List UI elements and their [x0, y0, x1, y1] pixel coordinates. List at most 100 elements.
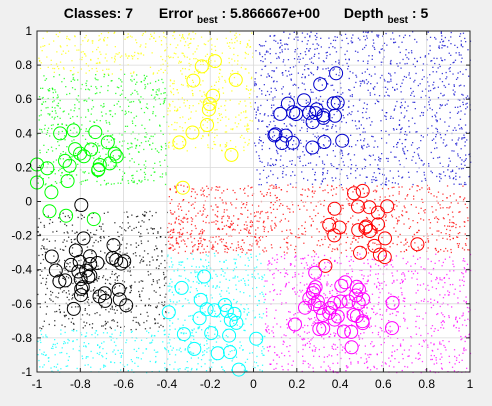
- region-point: [144, 328, 147, 330]
- region-point: [433, 57, 435, 59]
- region-point: [256, 169, 258, 171]
- region-point: [85, 332, 88, 334]
- region-point: [54, 354, 56, 356]
- region-point: [267, 175, 270, 177]
- region-point: [323, 221, 325, 223]
- region-point: [143, 260, 145, 262]
- region-point: [459, 157, 461, 159]
- region-point: [439, 107, 441, 109]
- region-point: [218, 88, 220, 90]
- region-point: [389, 331, 392, 333]
- region-point: [165, 145, 167, 147]
- region-point: [63, 239, 65, 241]
- region-point: [181, 209, 183, 211]
- region-point: [169, 43, 172, 46]
- region-point: [248, 128, 250, 130]
- region-point: [183, 332, 185, 334]
- region-point: [303, 331, 306, 333]
- region-point: [272, 208, 275, 210]
- region-point: [455, 359, 458, 361]
- region-point: [444, 104, 446, 106]
- region-point: [43, 320, 45, 322]
- region-point: [289, 311, 291, 313]
- region-point: [428, 219, 430, 221]
- region-point: [229, 246, 232, 249]
- region-point: [166, 165, 169, 168]
- region-point: [345, 241, 347, 244]
- region-point: [240, 229, 242, 231]
- region-point: [50, 347, 53, 349]
- region-point: [276, 323, 278, 325]
- region-point: [341, 231, 343, 233]
- region-point: [184, 243, 186, 245]
- region-point: [387, 329, 390, 331]
- region-point: [276, 258, 279, 260]
- region-point: [131, 214, 133, 216]
- region-point: [347, 203, 350, 205]
- region-point: [420, 334, 422, 337]
- region-point: [67, 338, 69, 341]
- region-point: [155, 355, 157, 358]
- region-point: [350, 134, 352, 136]
- region-point: [159, 125, 161, 127]
- region-point: [158, 70, 160, 72]
- region-point: [457, 139, 459, 141]
- region-point: [450, 54, 452, 56]
- region-point: [340, 357, 342, 360]
- region-point: [358, 99, 361, 101]
- region-point: [222, 270, 224, 272]
- region-point: [306, 130, 308, 132]
- region-point: [272, 359, 275, 361]
- region-point: [328, 37, 330, 39]
- region-point: [404, 107, 406, 109]
- region-point: [402, 79, 404, 81]
- region-point: [359, 39, 361, 41]
- region-point: [164, 99, 166, 101]
- region-point: [223, 261, 225, 263]
- region-point: [132, 177, 134, 179]
- region-point: [209, 31, 211, 33]
- region-point: [87, 110, 90, 112]
- region-point: [67, 215, 69, 217]
- region-point: [406, 327, 409, 329]
- region-point: [390, 264, 392, 266]
- region-point: [428, 165, 430, 167]
- region-point: [448, 125, 450, 127]
- region-point: [121, 227, 123, 229]
- region-point: [173, 52, 175, 54]
- region-point: [446, 207, 448, 209]
- region-point: [260, 211, 262, 213]
- region-point: [194, 225, 196, 227]
- region-point: [297, 204, 299, 207]
- region-point: [258, 313, 261, 315]
- region-point: [341, 121, 343, 123]
- region-point: [44, 79, 46, 81]
- region-point: [240, 304, 242, 306]
- region-point: [351, 241, 353, 243]
- region-point: [385, 284, 387, 286]
- region-point: [247, 209, 249, 211]
- region-point: [177, 368, 179, 370]
- region-point: [274, 96, 276, 98]
- region-point: [152, 142, 154, 144]
- region-point: [409, 35, 411, 37]
- region-point: [169, 300, 172, 303]
- region-point: [122, 237, 124, 239]
- region-point: [60, 46, 62, 48]
- region-point: [219, 119, 222, 121]
- region-point: [351, 37, 353, 39]
- region-point: [223, 211, 225, 213]
- region-point: [414, 101, 416, 103]
- region-point: [87, 364, 89, 366]
- region-point: [202, 64, 204, 66]
- region-point: [439, 358, 441, 360]
- region-point: [289, 160, 291, 162]
- region-point: [230, 150, 232, 152]
- region-point: [168, 142, 170, 144]
- region-point: [465, 271, 467, 273]
- region-point: [84, 335, 86, 338]
- region-point: [182, 34, 184, 36]
- region-point: [244, 284, 247, 286]
- region-point: [95, 86, 97, 88]
- region-point: [340, 34, 343, 36]
